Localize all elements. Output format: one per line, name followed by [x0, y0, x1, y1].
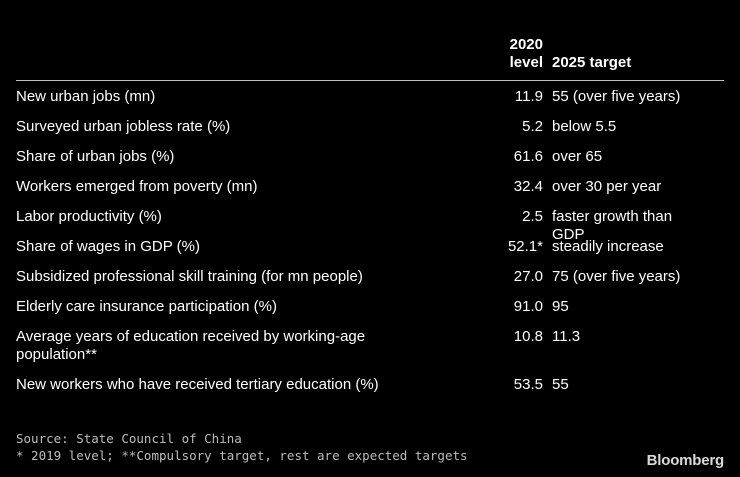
table-row: Workers emerged from poverty (mn) 32.4 ove… [16, 171, 724, 201]
header-2020-line2: level [509, 54, 543, 71]
row-indicator: Surveyed urban jobless rate (%) [16, 118, 231, 135]
table-header: 2020 level 2025 target [16, 36, 724, 81]
row-2025-target: 55 [552, 376, 569, 393]
table-row: Share of wages in GDP (%) 52.1* steadily i… [16, 231, 724, 261]
table-row: Labor productivity (%) 2.5 faster growth t… [16, 201, 724, 243]
row-2020-level: 10.8 [513, 328, 543, 345]
row-2020-level: 11.9 [514, 88, 543, 105]
row-2025-target: 95 [552, 298, 569, 315]
row-indicator: Labor productivity (%) [16, 208, 162, 225]
bloomberg-logo: Bloomberg [646, 452, 725, 469]
row-2020-level: 91.0 [513, 298, 543, 315]
data-table: 2020 level 2025 target New urban jobs (m… [16, 36, 724, 399]
row-indicator: Subsidized professional skill training (… [16, 268, 363, 285]
row-2020-level: 2.5 [522, 208, 543, 225]
row-indicator: Share of urban jobs (%) [16, 148, 175, 165]
row-indicator: Share of wages in GDP (%) [16, 238, 200, 255]
table-row: Share of urban jobs (%) 61.6 over 65 [16, 141, 724, 171]
row-2025-target: below 5.5 [552, 118, 617, 135]
row-2020-level: 5.2 [522, 118, 543, 135]
row-2020-level: 32.4 [513, 178, 543, 195]
row-2020-level: 52.1* [507, 238, 543, 255]
row-2025-target: steadily increase [552, 238, 664, 255]
row-2025-target: 55 (over five years) [552, 88, 681, 105]
row-2025-target: 11.3 [552, 328, 581, 345]
source-note: Source: State Council of China [16, 431, 242, 446]
header-2020-level: 2020 level [483, 36, 543, 72]
table-row: Elderly care insurance participation (%)… [16, 291, 724, 321]
row-2025-target: over 30 per year [552, 178, 662, 195]
table-row: Average years of education received by w… [16, 321, 724, 369]
row-2025-target: faster growth than GDP [552, 208, 673, 243]
table-row: Surveyed urban jobless rate (%) 5.2 below … [16, 111, 724, 141]
row-2025-target: 75 (over five years) [552, 268, 681, 285]
footer: Source: State Council of China * 2019 le… [16, 430, 468, 464]
row-2025-target: over 65 [552, 148, 603, 165]
footnote: * 2019 level; **Compulsory target, rest … [16, 448, 468, 463]
header-2020-line1: 2020 [509, 36, 543, 53]
table-row: New workers who have received tertiary e… [16, 369, 724, 399]
table-row: Subsidized professional skill training (… [16, 261, 724, 291]
table-body: New urban jobs (mn) 11.9 55 (over five yea… [16, 81, 724, 399]
row-indicator: New urban jobs (mn) [16, 88, 156, 105]
table-row: New urban jobs (mn) 11.9 55 (over five yea… [16, 81, 724, 111]
row-indicator: Elderly care insurance participation (%) [16, 298, 277, 315]
header-2025-target: 2025 target [552, 54, 632, 71]
row-2020-level: 61.6 [513, 148, 543, 165]
row-2020-level: 53.5 [513, 376, 543, 393]
row-indicator: New workers who have received tertiary e… [16, 376, 379, 393]
row-2020-level: 27.0 [513, 268, 543, 285]
row-indicator: Workers emerged from poverty (mn) [16, 178, 258, 195]
row-indicator: Average years of education received by w… [16, 328, 366, 363]
